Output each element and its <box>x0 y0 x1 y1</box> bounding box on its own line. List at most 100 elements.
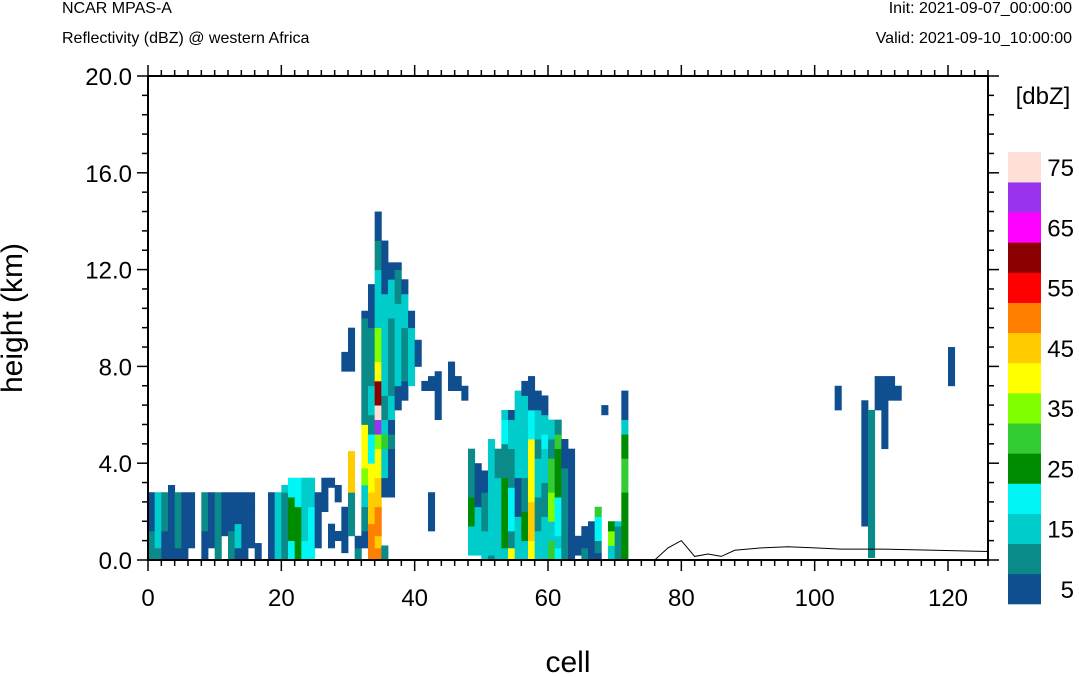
reflectivity-cell <box>214 492 222 561</box>
reflectivity-cell <box>534 497 542 532</box>
reflectivity-cell <box>574 535 582 556</box>
colorbar: 5 15 25 35 45 55 65 75 <box>1008 152 1074 605</box>
reflectivity-cell <box>381 293 389 396</box>
reflectivity-cell <box>381 395 389 421</box>
reflectivity-cell <box>374 419 382 435</box>
colorbar-swatch <box>1008 302 1041 334</box>
reflectivity-cell <box>388 262 396 280</box>
reflectivity-cell <box>381 545 389 561</box>
reflectivity-cell <box>421 380 429 391</box>
reflectivity-cell <box>501 477 509 549</box>
reflectivity-cell <box>401 380 409 401</box>
reflectivity-cell <box>561 439 569 454</box>
reflectivity-cell <box>541 448 549 483</box>
reflectivity-cell <box>508 530 516 549</box>
reflectivity-cell <box>201 492 209 532</box>
reflectivity-cell <box>541 395 549 416</box>
reflectivity-cell <box>368 434 376 464</box>
reflectivity-cell <box>434 371 442 421</box>
reflectivity-cell <box>374 448 382 479</box>
reflectivity-cell <box>494 448 502 479</box>
reflectivity-cell <box>621 390 629 401</box>
y-tick-label: 12.0 <box>85 258 132 285</box>
reflectivity-cell <box>161 492 169 532</box>
reflectivity-cell <box>488 555 496 561</box>
colorbar-units-label: [dbZ] <box>1016 83 1071 110</box>
reflectivity-cell <box>621 434 629 459</box>
reflectivity-cell <box>561 530 569 561</box>
colorbar-swatch <box>1008 332 1041 364</box>
reflectivity-cell <box>361 506 369 532</box>
reflectivity-cell <box>481 470 489 493</box>
reflectivity-cell <box>501 419 509 445</box>
reflectivity-cell <box>594 516 602 542</box>
reflectivity-cell <box>581 547 589 561</box>
reflectivity-cell <box>274 547 282 561</box>
reflectivity-cell <box>401 327 409 382</box>
reflectivity-cell <box>568 516 576 561</box>
colorbar-swatch <box>1008 152 1041 183</box>
colorbar-swatch <box>1008 242 1041 273</box>
reflectivity-cell <box>534 458 542 498</box>
reflectivity-cell <box>474 506 482 556</box>
reflectivity-cell <box>888 376 896 401</box>
reflectivity-cell <box>281 492 289 561</box>
colorbar-tick-label: 25 <box>1047 456 1074 483</box>
reflectivity-cell <box>334 530 342 542</box>
reflectivity-cell <box>368 385 376 416</box>
reflectivity-cell <box>554 448 562 498</box>
colorbar-tick-label: 5 <box>1061 577 1074 604</box>
reflectivity-cell <box>528 409 536 440</box>
colorbar-swatch <box>1008 393 1041 424</box>
reflectivity-cell <box>501 443 509 479</box>
reflectivity-cell <box>541 414 549 435</box>
reflectivity-cell <box>534 439 542 459</box>
reflectivity-cell <box>488 526 496 556</box>
reflectivity-cell <box>588 521 596 554</box>
header-left-title: NCAR MPAS-A <box>62 0 172 17</box>
reflectivity-cell <box>368 284 376 329</box>
reflectivity-cell <box>594 506 602 517</box>
reflectivity-cell <box>301 477 309 542</box>
reflectivity-cell <box>414 339 422 367</box>
colorbar-swatch <box>1008 362 1041 394</box>
reflectivity-cell <box>374 477 382 508</box>
reflectivity-cell <box>201 530 209 561</box>
reflectivity-cell <box>348 327 356 372</box>
reflectivity-cell <box>561 453 569 469</box>
reflectivity-cell <box>374 506 382 537</box>
reflectivity-cell <box>374 211 382 241</box>
x-tick-label: 20 <box>268 585 295 612</box>
reflectivity-cell <box>174 492 182 549</box>
reflectivity-cell <box>474 463 482 508</box>
reflectivity-cell <box>208 492 216 549</box>
plot-frame <box>147 75 989 561</box>
reflectivity-cell <box>581 526 589 549</box>
reflectivity-cell <box>148 492 156 532</box>
reflectivity-cell <box>254 543 262 561</box>
reflectivity-cell <box>388 318 396 396</box>
reflectivity-cell <box>481 530 489 561</box>
reflectivity-cell <box>621 400 629 421</box>
reflectivity-cell <box>608 545 616 561</box>
reflectivity-cell <box>541 516 549 561</box>
reflectivity-cell <box>154 492 162 549</box>
reflectivity-cell <box>234 547 242 561</box>
reflectivity-cell <box>548 439 556 459</box>
reflectivity-cell <box>428 376 436 391</box>
reflectivity-cell <box>361 424 369 469</box>
reflectivity-cell <box>314 492 322 549</box>
reflectivity-cell <box>374 434 382 450</box>
reflectivity-cell <box>388 419 396 435</box>
reflectivity-cell <box>401 279 409 295</box>
reflectivity-cell <box>408 310 416 329</box>
reflectivity-cell <box>554 419 562 435</box>
reflectivity-cell <box>541 434 549 450</box>
reflectivity-cell <box>188 492 196 549</box>
reflectivity-cell <box>374 405 382 421</box>
reflectivity-cell <box>514 477 522 517</box>
reflectivity-cell <box>508 487 516 532</box>
reflectivity-cell <box>521 439 529 479</box>
reflectivity-cell <box>381 448 389 479</box>
